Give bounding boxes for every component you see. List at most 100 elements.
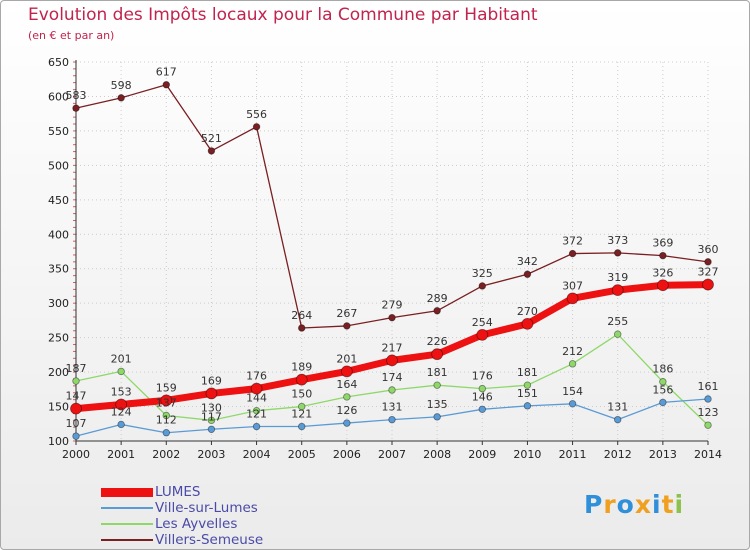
data-point-les-ayvelles xyxy=(659,378,667,386)
x-tick-label: 2007 xyxy=(378,448,406,461)
data-point-lumes xyxy=(160,394,173,407)
data-label-lumes: 319 xyxy=(607,271,628,284)
data-point-villers-semeuse xyxy=(298,324,306,332)
data-point-les-ayvelles xyxy=(343,393,351,401)
data-label-ville-sur-lumes: 154 xyxy=(562,385,583,398)
data-label-lumes: 147 xyxy=(66,390,87,403)
legend-label-les-ayvelles: Les Ayvelles xyxy=(155,516,238,532)
data-label-lumes: 270 xyxy=(517,305,538,318)
data-point-lumes xyxy=(205,387,218,400)
data-point-villers-semeuse xyxy=(704,258,712,266)
data-label-lumes: 201 xyxy=(336,352,357,365)
data-point-ville-sur-lumes xyxy=(298,422,306,431)
data-label-ville-sur-lumes: 151 xyxy=(517,387,538,400)
data-point-ville-sur-lumes xyxy=(72,432,80,440)
data-label-villers-semeuse: 617 xyxy=(156,66,177,79)
y-tick-label: 600 xyxy=(48,90,69,103)
data-label-lumes: 226 xyxy=(427,335,448,348)
data-point-lumes xyxy=(386,354,398,367)
data-point-ville-sur-lumes xyxy=(614,415,622,424)
data-label-les-ayvelles: 130 xyxy=(201,401,222,414)
data-label-lumes: 217 xyxy=(382,341,403,354)
data-point-ville-sur-lumes xyxy=(162,429,170,437)
data-label-villers-semeuse: 360 xyxy=(698,243,719,256)
data-point-lumes xyxy=(476,328,489,341)
x-tick-label: 2008 xyxy=(423,448,451,461)
data-label-villers-semeuse: 369 xyxy=(652,237,673,250)
x-tick-label: 2014 xyxy=(694,448,722,461)
legend-label-lumes: LUMES xyxy=(155,484,201,500)
data-label-ville-sur-lumes: 117 xyxy=(201,410,222,423)
data-point-lumes xyxy=(656,279,669,292)
x-tick-label: 2001 xyxy=(107,448,135,461)
data-label-les-ayvelles: 176 xyxy=(472,370,493,383)
data-point-lumes xyxy=(521,317,534,330)
data-point-lumes xyxy=(250,382,263,395)
data-point-villers-semeuse xyxy=(568,249,577,258)
data-point-les-ayvelles xyxy=(298,402,306,411)
data-point-villers-semeuse xyxy=(162,81,170,89)
data-label-les-ayvelles: 181 xyxy=(517,366,538,379)
legend-swatch-lumes xyxy=(101,488,153,497)
data-label-villers-semeuse: 279 xyxy=(382,299,403,312)
data-point-lumes xyxy=(611,284,624,296)
data-point-ville-sur-lumes xyxy=(568,400,577,408)
data-point-lumes xyxy=(702,278,714,291)
y-tick-label: 250 xyxy=(48,332,69,345)
y-tick-label: 350 xyxy=(48,263,69,276)
x-tick-label: 2003 xyxy=(197,448,225,461)
y-tick-label: 150 xyxy=(48,401,69,414)
data-point-lumes xyxy=(295,373,308,386)
y-tick-label: 500 xyxy=(48,159,69,172)
data-label-les-ayvelles: 255 xyxy=(607,315,628,328)
data-label-villers-semeuse: 264 xyxy=(291,309,312,322)
data-point-villers-semeuse xyxy=(117,94,125,102)
data-point-villers-semeuse xyxy=(388,313,396,322)
data-label-ville-sur-lumes: 112 xyxy=(156,414,177,427)
legend-label-ville-sur-lumes: Ville-sur-Lumes xyxy=(155,500,258,516)
data-point-lumes xyxy=(340,365,353,378)
data-label-lumes: 189 xyxy=(291,361,312,374)
data-point-ville-sur-lumes xyxy=(388,415,396,424)
data-label-villers-semeuse: 267 xyxy=(336,307,357,320)
data-label-villers-semeuse: 583 xyxy=(66,89,87,102)
data-label-ville-sur-lumes: 126 xyxy=(336,404,357,417)
data-point-ville-sur-lumes xyxy=(523,402,532,410)
data-label-lumes: 169 xyxy=(201,374,222,387)
data-point-les-ayvelles xyxy=(478,384,486,393)
y-tick-label: 450 xyxy=(48,194,69,207)
data-point-les-ayvelles xyxy=(252,406,261,415)
data-point-les-ayvelles xyxy=(568,360,577,368)
data-point-ville-sur-lumes xyxy=(343,419,351,427)
y-tick-label: 400 xyxy=(48,228,69,241)
data-label-les-ayvelles: 201 xyxy=(111,352,132,365)
data-label-les-ayvelles: 164 xyxy=(336,378,357,391)
x-tick-label: 2000 xyxy=(62,448,90,461)
logo-letter: i xyxy=(652,490,662,519)
x-tick-label: 2010 xyxy=(513,448,541,461)
data-label-lumes: 153 xyxy=(111,385,132,398)
data-point-villers-semeuse xyxy=(659,251,667,260)
legend-label-villers-semeuse: Villers-Semeuse xyxy=(155,532,264,548)
data-label-ville-sur-lumes: 161 xyxy=(698,380,719,393)
data-point-les-ayvelles xyxy=(207,416,216,425)
x-tick-label: 2002 xyxy=(152,448,180,461)
data-point-villers-semeuse xyxy=(207,147,216,155)
y-tick-label: 300 xyxy=(48,297,69,310)
y-tick-label: 650 xyxy=(48,56,69,69)
data-label-lumes: 307 xyxy=(562,279,583,292)
data-label-villers-semeuse: 342 xyxy=(517,255,538,268)
y-tick-label: 100 xyxy=(48,435,69,448)
data-label-ville-sur-lumes: 135 xyxy=(427,398,448,411)
data-label-les-ayvelles: 144 xyxy=(246,392,267,405)
data-point-ville-sur-lumes xyxy=(478,405,486,414)
data-point-les-ayvelles xyxy=(117,367,125,376)
data-point-villers-semeuse xyxy=(343,322,351,330)
data-point-villers-semeuse xyxy=(523,270,532,278)
data-label-lumes: 254 xyxy=(472,316,493,329)
x-tick-label: 2011 xyxy=(559,448,587,461)
data-label-villers-semeuse: 289 xyxy=(427,292,448,305)
data-label-ville-sur-lumes: 107 xyxy=(66,417,87,430)
x-tick-label: 2009 xyxy=(468,448,496,461)
data-label-villers-semeuse: 598 xyxy=(111,79,132,92)
